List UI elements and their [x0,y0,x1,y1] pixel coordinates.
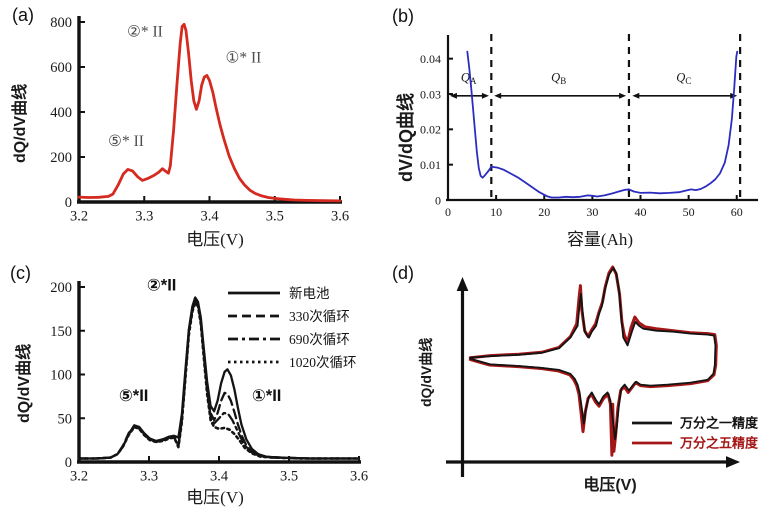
peak-annotation-1: ①* II [226,50,262,67]
peak-annotation-1: ⑤*II [119,387,149,405]
series-curve-3 [77,301,361,460]
y-tick-label: 800 [50,15,72,31]
panel-b: 0 10 20 30 40 50 60 0 0.01 0.02 0.03 0.04 QA QB QC (b)… [390,0,780,255]
panel-b-x-axis-title: 容量(Ah) [566,230,634,249]
y-tick-label: 200 [50,150,72,166]
y-tick-label: 0.02 [420,123,441,137]
x-tick-label: 50 [683,205,695,219]
y-tick-label: 0 [65,195,72,211]
panel-d: 万分之一精度 万分之五精度 (d) dQ/dV曲线 电压(V) [390,255,780,519]
legend-label-0: 万分之一精度 [679,416,759,431]
x-tick-label: 3.6 [350,469,368,485]
region-arrowhead-left [632,92,640,99]
panel-c-x-axis-title: 电压(V) [186,488,244,507]
panel-d-x-axis-title: 电压(V) [583,477,637,494]
y-tick-label: 200 [50,280,72,296]
x-tick-label: 3.2 [70,209,88,225]
y-tick-label: 0 [435,193,441,207]
y-tick-label: 100 [50,368,72,384]
panel-a: 3.2 3.3 3.4 3.5 3.6 0 200 400 600 800 ②* II ①* II ⑤*… [0,0,390,255]
x-tick-label: 20 [538,205,550,219]
peak-annotation-0: ②* II [127,24,163,41]
x-tick-label: 3.5 [280,469,298,485]
panel-b-y-axis-title: dV/dQ曲线 [396,93,416,182]
x-tick-label: 3.3 [140,469,158,485]
panel-a-label: (a) [12,5,34,25]
panel-c-label: (c) [10,263,31,283]
x-tick-label: 3.4 [210,469,229,485]
series-curve-1 [469,267,717,441]
x-tick-label: 40 [635,205,647,219]
legend-label-1: 330次循环 [289,309,350,324]
region-label: QC [676,71,691,87]
chart-a: 3.2 3.3 3.4 3.5 3.6 0 200 400 600 800 ②* II ①* II ⑤*… [50,15,349,225]
y-tick-label: 400 [50,105,72,121]
x-tick-label: 30 [586,205,598,219]
region-arrowhead-right [619,92,627,99]
legend-label-3: 1020次循环 [289,355,357,370]
legend-label-2: 690次循环 [289,332,350,347]
series-curve-0 [466,50,739,199]
region-arrowhead-left [494,92,502,99]
y-axis-arrowhead [456,277,469,291]
y-tick-label: 600 [50,60,72,76]
x-tick-label: 3.2 [70,469,88,485]
panel-a-x-axis-title: 电压(V) [186,230,244,249]
panel-b-label: (b) [392,6,414,26]
region-label: QB [551,71,566,87]
legend-label-0: 新电池 [289,286,330,301]
x-tick-label: 3.6 [331,209,349,225]
x-tick-label: 0 [445,205,451,219]
x-tick-label: 3.4 [200,209,219,225]
panel-a-y-axis-title: dQ/dV曲线 [12,83,29,163]
x-tick-label: 3.3 [135,209,153,225]
peak-annotation-2: ⑤* II [108,133,144,150]
peak-annotation-0: ②*II [147,277,177,295]
panel-c: 3.2 3.3 3.4 3.5 3.6 0 50 100 150 200 ②*II ⑤*II ①*II 新… [0,255,390,519]
chart-c: 3.2 3.3 3.4 3.5 3.6 0 50 100 150 200 ②*II ⑤*II ①*II 新… [50,277,368,485]
x-axis-arrowhead [726,456,740,468]
x-tick-label: 3.5 [266,209,284,225]
x-tick-label: 10 [490,205,502,219]
x-tick-label: 60 [731,205,743,219]
region-arrowhead-left [449,92,457,99]
region-label: QA [461,71,477,87]
region-arrowhead-right [481,92,489,99]
y-tick-label: 0.01 [420,158,441,172]
y-tick-label: 0.03 [420,87,441,101]
y-tick-label: 0 [65,455,72,471]
y-tick-label: 0.04 [420,52,441,66]
panel-d-label: (d) [392,263,414,283]
series-curve-0 [77,22,342,203]
panel-c-y-axis-title: dQ/dV曲线 [16,343,33,423]
y-tick-label: 150 [50,324,72,340]
panel-d-y-axis-title: dQ/dV曲线 [418,337,434,407]
peak-annotation-2: ①*II [252,387,282,405]
legend-label-1: 万分之五精度 [679,436,759,451]
y-tick-label: 50 [58,411,73,427]
chart-b: 0 10 20 30 40 50 60 0 0.01 0.02 0.03 0.04 QA QB QC [420,34,758,219]
